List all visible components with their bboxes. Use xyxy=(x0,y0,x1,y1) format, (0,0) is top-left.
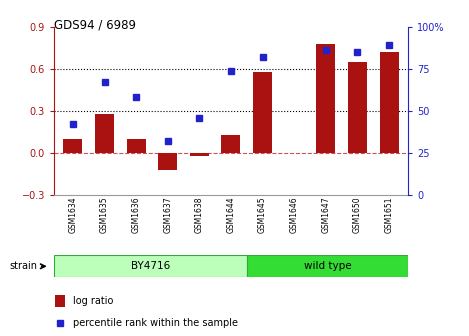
Bar xyxy=(127,139,145,153)
Text: percentile rank within the sample: percentile rank within the sample xyxy=(73,318,238,328)
Bar xyxy=(158,153,177,170)
Text: wild type: wild type xyxy=(304,261,351,271)
Bar xyxy=(253,72,272,153)
Text: GDS94 / 6989: GDS94 / 6989 xyxy=(54,18,136,32)
Text: strain: strain xyxy=(9,261,38,271)
Bar xyxy=(63,139,83,153)
Bar xyxy=(190,153,209,156)
Text: log ratio: log ratio xyxy=(73,296,113,306)
Text: BY4716: BY4716 xyxy=(131,261,170,271)
Bar xyxy=(55,295,65,307)
Bar xyxy=(379,52,399,153)
FancyBboxPatch shape xyxy=(54,255,247,277)
Bar xyxy=(221,135,241,153)
Bar xyxy=(95,114,114,153)
FancyBboxPatch shape xyxy=(247,255,408,277)
Bar xyxy=(317,44,335,153)
Bar xyxy=(348,62,367,153)
